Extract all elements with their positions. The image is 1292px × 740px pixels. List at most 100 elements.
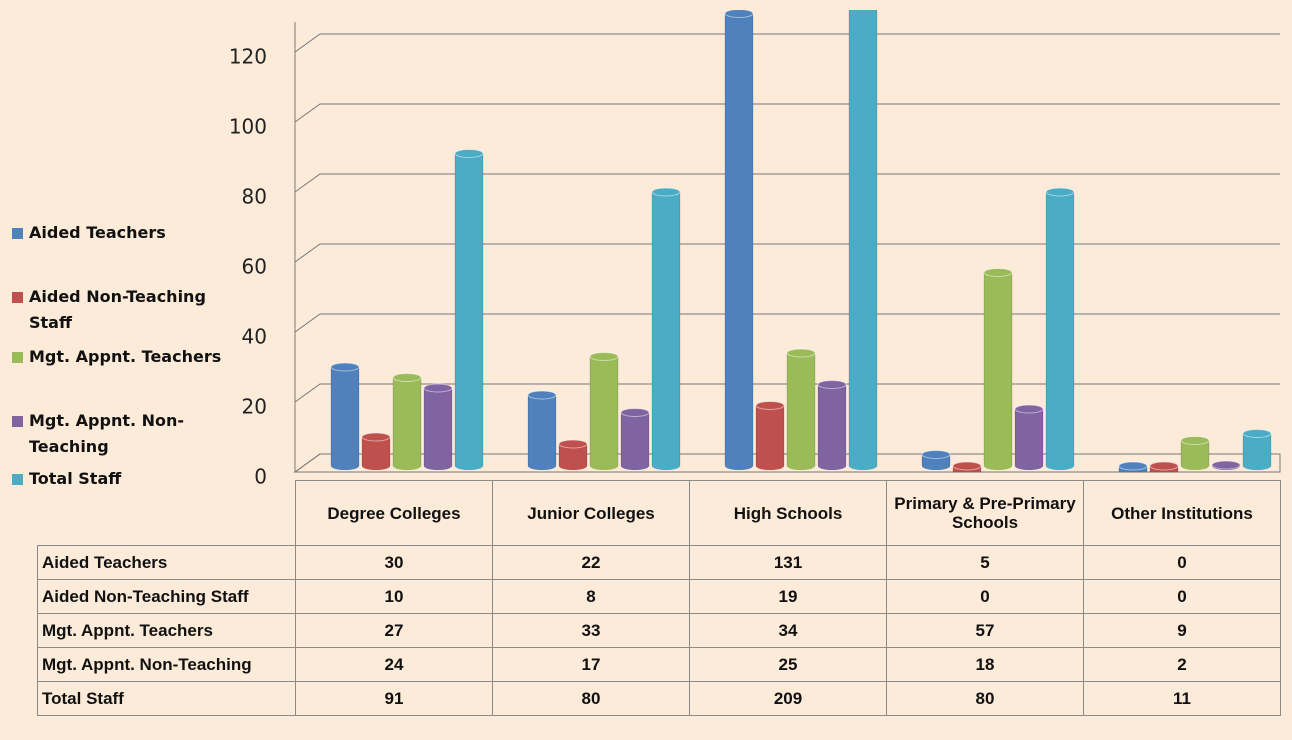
grid-line [294,313,1280,333]
table-cell: 80 [492,681,690,716]
bar-top [1149,461,1179,471]
bar [755,405,785,467]
bar-bottom [590,462,618,470]
table-row-header: Total Staff [37,681,296,716]
table-row-header: Mgt. Appnt. Non-Teaching [37,647,296,682]
bar-bottom [849,462,877,470]
bar [651,191,681,467]
bar [423,387,453,467]
bar-bottom [1046,462,1074,470]
table-cell: 0 [1083,545,1281,580]
legend-swatch [12,292,23,303]
bar-bottom [455,462,483,470]
bar-top [983,268,1013,277]
bar-bottom [424,462,452,470]
table-row-header: Aided Teachers [37,545,296,580]
table-cell: 131 [689,545,887,580]
bar-bottom [1243,462,1271,470]
bars [330,10,1272,473]
table-row: Mgt. Appnt. Non-Teaching 24 17 25 18 2 [37,647,1281,682]
table-header-row: Degree Colleges Junior Colleges High Schoo… [37,480,1281,546]
table-row: Aided Non-Teaching Staff 10 8 19 0 0 [37,579,1281,614]
bar-bottom [559,462,587,470]
table-row-header: Aided Non-Teaching Staff [37,579,296,614]
bar-bottom [331,462,359,470]
table-cell: 25 [689,647,887,682]
table-cell: 8 [492,579,690,614]
bar-bottom [1015,462,1043,470]
bar [817,384,847,467]
bar-top [817,380,847,389]
table-cell: 27 [295,613,493,648]
bar-top [620,408,650,417]
bar-bottom [725,462,753,470]
bar-top [1211,460,1241,470]
table-cell: 2 [1083,647,1281,682]
bar [848,10,878,467]
bar [392,377,422,467]
bar-top [527,390,557,400]
bar-bottom [393,462,421,470]
table-cell: 80 [886,681,1084,716]
y-tick-label: 60 [242,255,267,279]
bar-top [330,362,360,372]
table-cell: 0 [1083,579,1281,614]
bar-bottom [922,462,950,470]
y-tick-label: 120 [229,45,267,69]
table-cell: 22 [492,545,690,580]
table-cell: 19 [689,579,887,614]
table-cell: 30 [295,545,493,580]
table-column-header: Junior Colleges [492,480,690,546]
bar-top [558,439,588,449]
bar-top [589,352,619,361]
bar-bottom [621,462,649,470]
bar-bottom [756,462,784,470]
grid-line [294,383,1280,403]
grid-line [294,173,1280,193]
table-cell: 11 [1083,681,1281,716]
table-corner [37,480,296,546]
bar-bottom [652,462,680,470]
table-cell: 33 [492,613,690,648]
bar-bottom [984,462,1012,470]
bar [361,436,391,467]
grid-line [294,103,1280,123]
legend-item: Aided Non-Teaching Staff [12,284,252,336]
bar [620,412,650,467]
legend-swatch [12,352,23,363]
legend-swatch [12,416,23,427]
table-column-header: High Schools [689,480,887,546]
bar-bottom [1181,462,1209,470]
table-row: Mgt. Appnt. Teachers 27 33 34 57 9 [37,613,1281,648]
bar-top [952,461,982,471]
table-cell: 17 [492,647,690,682]
table-column-header: Primary & Pre-Primary Schools [886,480,1084,546]
legend-swatch [12,228,23,239]
bar [983,272,1013,467]
bar-top [361,432,391,442]
table-column-header: Degree Colleges [295,480,493,546]
bar [330,366,360,467]
y-tick-label: 40 [242,325,267,349]
grid-line [294,243,1280,263]
bar-top [786,348,816,358]
legend-label: Mgt. Appnt. Teachers [29,347,222,366]
bar-top [423,383,453,393]
bar [454,153,484,467]
bar [786,352,816,467]
table-cell: 9 [1083,613,1281,648]
y-tick-label: 80 [242,185,267,209]
bar-bottom [528,462,556,470]
legend-label: Mgt. Appnt. Non-Teaching [29,411,185,456]
bar [589,356,619,467]
bar-top [724,10,754,18]
bar-top [392,373,422,382]
legend-item: Aided Teachers [12,220,252,246]
bar-bottom [818,462,846,470]
y-tick-label: 20 [242,395,267,419]
bar-top [1014,404,1044,414]
legend-label: Aided Non-Teaching Staff [29,287,206,332]
